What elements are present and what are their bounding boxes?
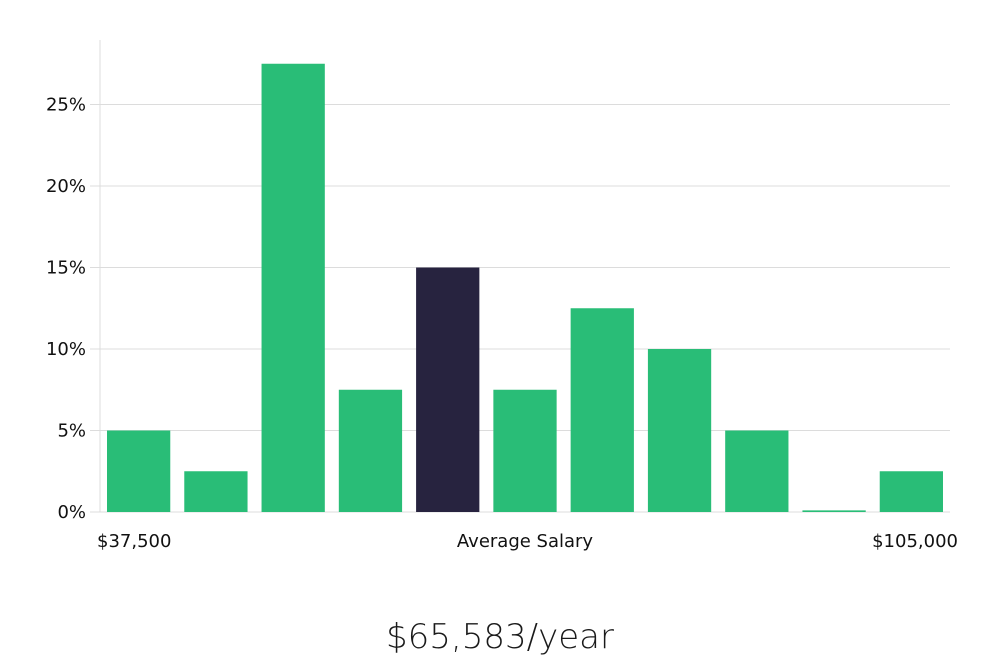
x-axis-max-label: $105,000: [872, 531, 958, 552]
bar: [647, 349, 712, 512]
y-tick-label: 25%: [46, 95, 86, 116]
bar: [338, 389, 403, 512]
y-tick-label: 15%: [46, 258, 86, 279]
bar: [570, 308, 634, 512]
y-tick-label: 10%: [46, 339, 86, 360]
average-salary-headline: $65,583/year: [386, 617, 614, 657]
y-tick-label: 20%: [46, 176, 86, 197]
bar: [107, 430, 171, 512]
y-tick-label: 5%: [57, 421, 86, 442]
bar-average-highlight: [416, 267, 480, 512]
bar: [802, 510, 866, 512]
bar: [725, 430, 789, 512]
bar: [493, 389, 557, 512]
y-axis-ticks: 0% 5% 10% 15% 20% 25%: [46, 95, 86, 524]
y-tick-label: 0%: [57, 502, 86, 523]
x-axis-title: Average Salary: [457, 531, 594, 552]
bar: [879, 471, 943, 512]
bar: [261, 63, 325, 512]
bars: [107, 63, 943, 512]
bar: [184, 471, 248, 512]
x-axis-min-label: $37,500: [97, 531, 171, 552]
